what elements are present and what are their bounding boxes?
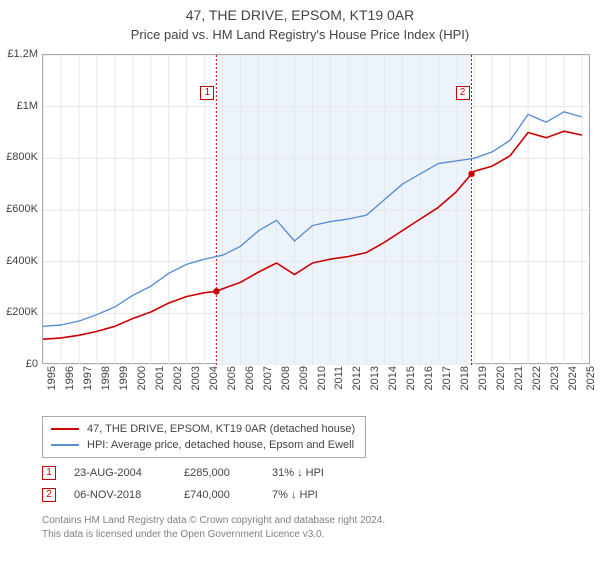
sale-marker-flag: 2	[456, 86, 470, 100]
x-tick-label: 2009	[298, 366, 310, 406]
y-tick-label: £1M	[2, 100, 38, 112]
chart-title: 47, THE DRIVE, EPSOM, KT19 0AR	[0, 6, 600, 25]
x-tick-label: 2021	[513, 366, 525, 406]
legend: 47, THE DRIVE, EPSOM, KT19 0AR (detached…	[42, 416, 366, 458]
x-tick-label: 2022	[531, 366, 543, 406]
sale-date: 23-AUG-2004	[74, 467, 166, 479]
x-tick-label: 1997	[82, 366, 94, 406]
sales-table: 1 23-AUG-2004 £285,000 31% ↓ HPI 2 06-NO…	[42, 462, 362, 506]
x-tick-label: 2000	[136, 366, 148, 406]
x-tick-label: 2025	[585, 366, 597, 406]
sale-marker-icon: 1	[42, 466, 56, 480]
x-tick-label: 2010	[316, 366, 328, 406]
sale-marker-flag: 1	[200, 86, 214, 100]
sale-date: 06-NOV-2018	[74, 489, 166, 501]
table-row: 2 06-NOV-2018 £740,000 7% ↓ HPI	[42, 484, 362, 506]
x-tick-label: 2008	[280, 366, 292, 406]
sale-price: £285,000	[184, 467, 254, 479]
x-tick-label: 1998	[100, 366, 112, 406]
x-tick-label: 2005	[226, 366, 238, 406]
sale-price: £740,000	[184, 489, 254, 501]
y-tick-label: £600K	[2, 203, 38, 215]
legend-label: 47, THE DRIVE, EPSOM, KT19 0AR (detached…	[87, 423, 355, 435]
x-tick-label: 2014	[387, 366, 399, 406]
legend-swatch	[51, 444, 79, 446]
x-tick-label: 2016	[423, 366, 435, 406]
x-tick-label: 2006	[244, 366, 256, 406]
x-tick-label: 2018	[459, 366, 471, 406]
figure: 47, THE DRIVE, EPSOM, KT19 0AR Price pai…	[0, 6, 600, 566]
x-tick-label: 2003	[190, 366, 202, 406]
x-tick-label: 2023	[549, 366, 561, 406]
x-tick-label: 2007	[262, 366, 274, 406]
sale-diff: 31% ↓ HPI	[272, 467, 362, 479]
sale-diff: 7% ↓ HPI	[272, 489, 362, 501]
chart-area: 12	[42, 54, 590, 364]
x-tick-label: 2002	[172, 366, 184, 406]
y-tick-label: £0	[2, 358, 38, 370]
x-tick-label: 1995	[46, 366, 58, 406]
legend-item: HPI: Average price, detached house, Epso…	[51, 437, 355, 453]
x-tick-label: 2012	[351, 366, 363, 406]
y-tick-label: £400K	[2, 255, 38, 267]
chart-svg	[43, 55, 591, 365]
footer-line: Contains HM Land Registry data © Crown c…	[42, 514, 385, 528]
x-tick-label: 1999	[118, 366, 130, 406]
sale-marker-icon: 2	[42, 488, 56, 502]
table-row: 1 23-AUG-2004 £285,000 31% ↓ HPI	[42, 462, 362, 484]
legend-item: 47, THE DRIVE, EPSOM, KT19 0AR (detached…	[51, 421, 355, 437]
x-tick-label: 2017	[441, 366, 453, 406]
x-tick-label: 2013	[369, 366, 381, 406]
footer-attribution: Contains HM Land Registry data © Crown c…	[42, 514, 385, 541]
x-tick-label: 2019	[477, 366, 489, 406]
legend-label: HPI: Average price, detached house, Epso…	[87, 439, 354, 451]
x-tick-label: 2001	[154, 366, 166, 406]
y-tick-label: £200K	[2, 306, 38, 318]
x-tick-label: 2015	[405, 366, 417, 406]
x-tick-label: 2024	[567, 366, 579, 406]
x-tick-label: 2011	[333, 366, 345, 406]
x-tick-label: 2020	[495, 366, 507, 406]
y-tick-label: £1.2M	[2, 48, 38, 60]
chart-subtitle: Price paid vs. HM Land Registry's House …	[0, 27, 600, 42]
x-tick-label: 1996	[64, 366, 76, 406]
legend-swatch	[51, 428, 79, 430]
y-tick-label: £800K	[2, 151, 38, 163]
footer-line: This data is licensed under the Open Gov…	[42, 528, 385, 542]
x-tick-label: 2004	[208, 366, 220, 406]
